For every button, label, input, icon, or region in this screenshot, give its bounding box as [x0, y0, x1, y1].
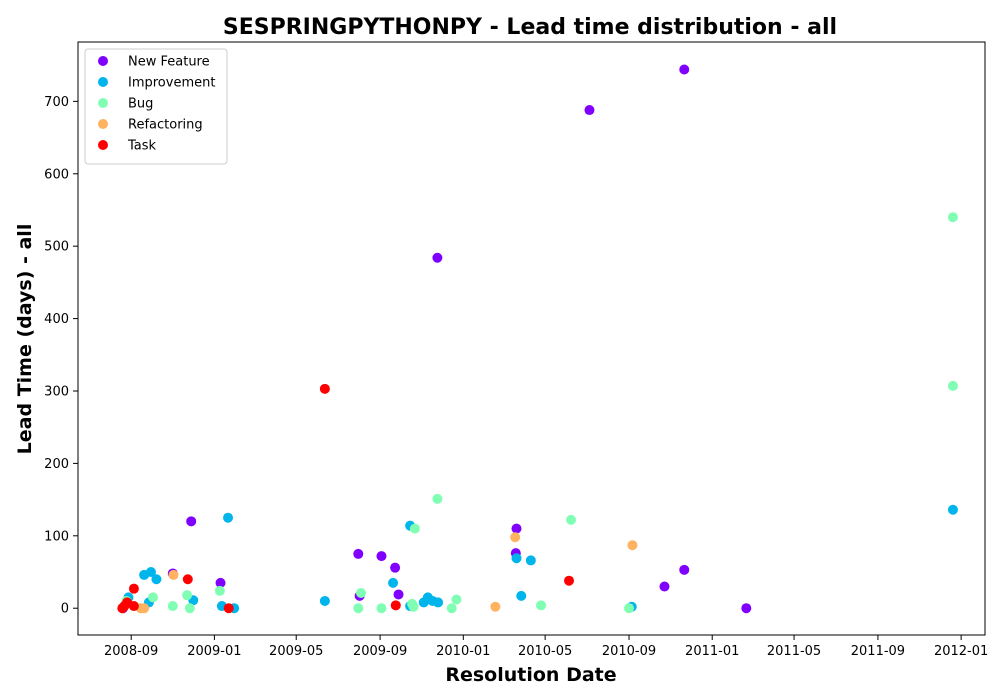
data-point — [139, 603, 150, 614]
data-point — [128, 583, 139, 594]
data-point — [223, 603, 234, 614]
data-point — [627, 540, 638, 551]
data-point — [564, 575, 575, 586]
series-new-feature — [118, 64, 752, 614]
data-point — [446, 603, 457, 614]
x-axis-ticks: 2008-09 2009-01 2009-05 2009-09 2010-01 2010-… — [104, 635, 988, 659]
legend-label: Bug — [128, 97, 153, 112]
legend-marker — [98, 77, 108, 87]
x-tick-label: 2009-09 — [353, 644, 407, 659]
data-point — [182, 574, 193, 585]
data-point — [353, 548, 364, 559]
legend-label: Improvement — [128, 76, 215, 91]
series-improvement — [123, 504, 958, 614]
data-points — [117, 64, 958, 614]
data-point — [388, 577, 399, 588]
data-point — [947, 504, 958, 515]
y-tick-label: 400 — [44, 312, 69, 327]
y-tick-label: 500 — [44, 240, 69, 255]
data-point — [490, 601, 501, 612]
y-tick-label: 700 — [44, 95, 69, 110]
data-point — [947, 212, 958, 223]
x-tick-label: 2009-05 — [269, 644, 323, 659]
y-tick-label: 100 — [44, 529, 69, 544]
data-point — [510, 532, 521, 543]
data-point — [536, 600, 547, 611]
data-point — [148, 592, 159, 603]
x-tick-label: 2010-09 — [602, 644, 656, 659]
data-point — [319, 383, 330, 394]
legend-marker — [98, 98, 108, 108]
x-tick-label: 2009-01 — [187, 644, 241, 659]
series-bug — [121, 212, 958, 614]
x-tick-label: 2011-01 — [685, 644, 739, 659]
data-point — [516, 590, 527, 601]
x-tick-label: 2010-01 — [436, 644, 490, 659]
y-axis-ticks: 0 100 200 300 400 500 600 700 — [44, 95, 78, 617]
legend-marker — [98, 140, 108, 150]
data-point — [659, 581, 670, 592]
data-point — [390, 600, 401, 611]
data-point — [566, 514, 577, 525]
data-point — [168, 569, 179, 580]
data-point — [186, 516, 197, 527]
data-point — [624, 603, 635, 614]
data-point — [393, 589, 404, 600]
data-point — [319, 595, 330, 606]
data-point — [376, 603, 387, 614]
x-axis-label: Resolution Date — [445, 664, 616, 686]
y-tick-label: 0 — [61, 602, 69, 617]
legend-marker — [98, 119, 108, 129]
chart-title: SESPRINGPYTHONPY - Lead time distributio… — [223, 15, 837, 40]
data-point — [511, 523, 522, 534]
series-refactoring — [135, 532, 638, 614]
data-point — [525, 555, 536, 566]
y-tick-label: 300 — [44, 384, 69, 399]
data-point — [947, 380, 958, 391]
legend-label: Task — [127, 139, 157, 154]
data-point — [741, 603, 752, 614]
data-point — [145, 567, 156, 578]
y-axis-label: Lead Time (days) - all — [14, 224, 36, 455]
data-point — [214, 585, 225, 596]
x-tick-label: 2010-05 — [518, 644, 572, 659]
data-point — [432, 493, 443, 504]
legend: New Feature Improvement Bug Refactoring Task — [84, 48, 228, 165]
data-point — [182, 590, 193, 601]
legend-marker — [98, 56, 108, 66]
data-point — [167, 601, 178, 612]
x-tick-label: 2012-01 — [934, 644, 988, 659]
data-point — [432, 252, 443, 263]
data-point — [215, 577, 226, 588]
plot-frame — [77, 41, 986, 636]
x-tick-label: 2008-09 — [104, 644, 158, 659]
data-point — [451, 594, 462, 605]
data-point — [409, 523, 420, 534]
x-tick-label: 2011-09 — [851, 644, 905, 659]
data-point — [679, 564, 690, 575]
data-point — [223, 512, 234, 523]
data-point — [679, 64, 690, 75]
data-point — [390, 562, 401, 573]
y-tick-label: 200 — [44, 457, 69, 472]
legend-box — [84, 48, 228, 165]
data-point — [584, 105, 595, 116]
x-tick-label: 2011-05 — [767, 644, 821, 659]
data-point — [184, 603, 195, 614]
series-task — [117, 383, 575, 614]
data-point — [511, 553, 522, 564]
data-point — [433, 597, 444, 608]
data-point — [408, 601, 419, 612]
data-point — [356, 588, 367, 599]
data-point — [128, 601, 139, 612]
legend-label: New Feature — [128, 55, 210, 70]
data-point — [151, 574, 162, 585]
legend-label: Refactoring — [128, 118, 203, 133]
data-point — [376, 551, 387, 562]
y-tick-label: 600 — [44, 167, 69, 182]
data-point — [353, 603, 364, 614]
